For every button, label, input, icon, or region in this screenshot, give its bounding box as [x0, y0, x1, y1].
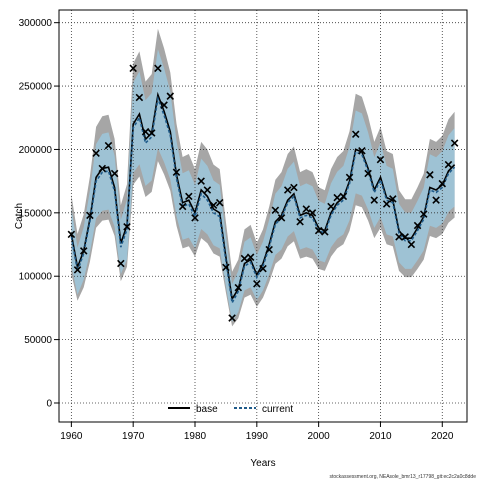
x-tick-label: 1980 [184, 431, 207, 442]
x-axis-label: Years [250, 458, 275, 469]
x-tick-label: 1990 [246, 431, 269, 442]
observed-point [141, 127, 150, 136]
observed-point [277, 214, 286, 222]
footer-note: stockassessment.org, NEAsole_bmr13_r1779… [330, 474, 477, 480]
observed-point [358, 146, 366, 155]
y-tick-label: 250000 [19, 82, 53, 93]
plot-frame [58, 9, 468, 423]
y-tick-label: 0 [46, 398, 52, 409]
observed-point [407, 240, 416, 249]
observed-point [129, 64, 137, 73]
observed-point [234, 283, 243, 292]
y-tick-label: 50000 [24, 335, 52, 346]
observed-point [401, 233, 409, 241]
observed-point [154, 64, 162, 73]
legend: base current [168, 404, 293, 415]
y-axis-label: Catch [14, 203, 25, 229]
observed-point [290, 183, 298, 192]
observed-point [222, 263, 230, 272]
band-current [71, 49, 455, 322]
observed-point [240, 254, 249, 263]
observed-point [160, 101, 168, 109]
observed-point [321, 228, 329, 236]
x-tick-label: 1960 [60, 431, 83, 442]
observed-point [370, 196, 379, 204]
observed-point [73, 266, 82, 274]
observed-point [203, 186, 212, 194]
observed-point [98, 164, 107, 173]
observed-point [364, 169, 372, 178]
line-current [70, 95, 456, 306]
observed-point [339, 192, 348, 201]
x-tick-label: 2000 [308, 431, 331, 442]
observed-point [110, 169, 119, 178]
observed-point [209, 201, 218, 209]
observed-point [79, 247, 88, 255]
observed-point [271, 206, 280, 215]
observed-point [314, 226, 323, 235]
y-tick-label: 150000 [19, 208, 53, 219]
observed-point [419, 210, 428, 218]
observed-point [123, 223, 131, 231]
observed-point [104, 141, 113, 150]
observed-point [382, 200, 391, 208]
observed-point [432, 196, 440, 204]
observed-point [308, 209, 317, 217]
observed-point [444, 160, 453, 169]
observed-point [302, 205, 311, 213]
y-tick-label: 300000 [19, 18, 53, 29]
observed-point [389, 195, 397, 203]
observed-point [265, 245, 273, 254]
observed-point [185, 192, 193, 201]
legend-base-label: base [196, 404, 218, 415]
observed-point [215, 198, 224, 207]
x-tick-label: 1970 [122, 431, 145, 442]
y-tick-label: 200000 [19, 145, 53, 156]
observed-point [172, 168, 181, 177]
y-tick-label: 100000 [19, 272, 53, 283]
y-axis: 0 50000 100000 150000 200000 250000 300000 [19, 18, 59, 409]
observed-point [426, 171, 434, 179]
observed-point [327, 202, 335, 211]
observed-point [92, 149, 100, 158]
observed-point [395, 233, 403, 241]
observed-point [166, 92, 175, 100]
observed-point [376, 155, 385, 164]
x-axis: 1960 1970 1980 1990 2000 2010 2020 [60, 422, 454, 442]
observed-point [67, 230, 76, 239]
observed-point [147, 129, 156, 137]
observed-point [246, 253, 255, 261]
observed-point [345, 173, 354, 182]
observed-point [135, 93, 144, 102]
observed-point [351, 130, 360, 138]
observed-point [333, 193, 341, 202]
observed-point [117, 259, 125, 268]
observed-points [67, 64, 459, 322]
observed-point [178, 202, 187, 211]
observed-point [283, 186, 292, 194]
observed-point [228, 314, 236, 322]
x-tick-label: 2010 [369, 431, 392, 442]
legend-current-label: current [262, 404, 293, 415]
observed-point [259, 264, 267, 273]
observed-point [296, 217, 304, 226]
observed-point [191, 214, 199, 222]
observed-point [86, 211, 94, 220]
observed-point [413, 221, 422, 230]
x-tick-label: 2020 [431, 431, 454, 442]
line-base [70, 91, 456, 302]
series-lines [70, 91, 456, 306]
observed-point [197, 177, 205, 185]
observed-point [253, 280, 261, 288]
observed-point [450, 139, 459, 147]
observed-point [438, 179, 447, 188]
gridlines [59, 10, 467, 422]
uncertainty-bands [71, 28, 455, 327]
